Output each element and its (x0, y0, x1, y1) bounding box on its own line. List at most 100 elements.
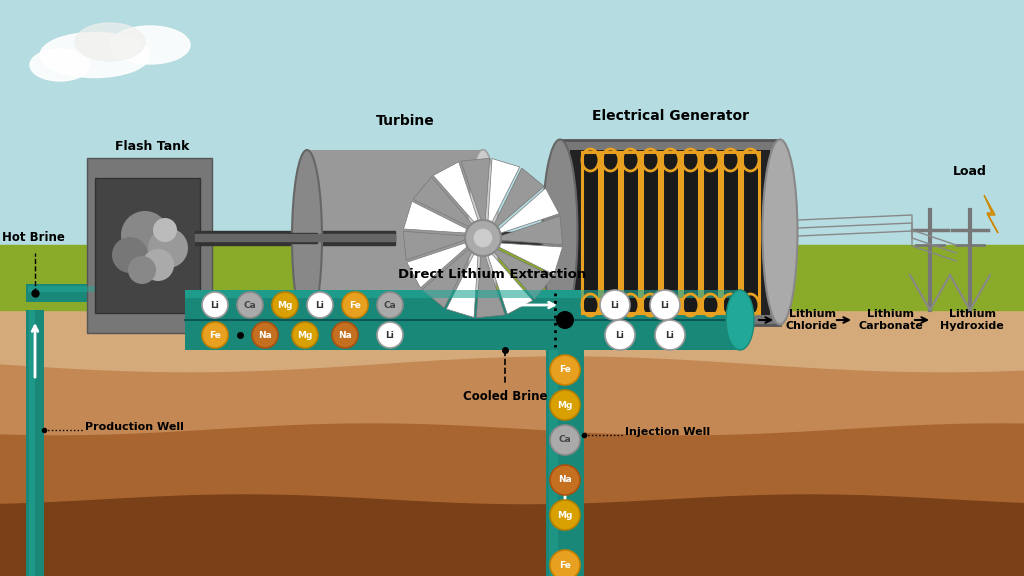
Bar (498, 235, 558, 241)
Text: Electrical Generator: Electrical Generator (592, 109, 749, 123)
Ellipse shape (726, 290, 754, 350)
Circle shape (655, 320, 685, 350)
Text: Turbine: Turbine (376, 114, 434, 128)
Circle shape (237, 292, 263, 318)
Bar (560, 140, 780, 325)
Polygon shape (494, 242, 562, 275)
Text: Injection Well: Injection Well (625, 427, 710, 437)
Text: Direct Lithium Extraction: Direct Lithium Extraction (398, 268, 586, 281)
Bar (95, 178, 200, 313)
Circle shape (252, 322, 278, 348)
Circle shape (550, 465, 580, 495)
Polygon shape (446, 248, 478, 317)
Polygon shape (433, 162, 480, 227)
Text: Na: Na (338, 331, 352, 339)
Bar (267, 233, 317, 243)
Polygon shape (403, 232, 471, 260)
Ellipse shape (30, 49, 90, 81)
Text: Li: Li (610, 301, 620, 309)
Text: Load: Load (953, 165, 987, 178)
Text: Ca: Ca (244, 301, 256, 309)
Bar (546, 350, 584, 576)
Ellipse shape (110, 26, 190, 64)
Bar (26, 284, 181, 302)
Text: Li: Li (386, 331, 394, 339)
Circle shape (153, 218, 177, 242)
Ellipse shape (292, 150, 322, 326)
Circle shape (292, 322, 318, 348)
Text: Fe: Fe (349, 301, 360, 309)
Bar (602, 152, 618, 313)
Text: Lithium
Carbonate: Lithium Carbonate (859, 309, 924, 331)
Circle shape (272, 292, 298, 318)
Bar (622, 152, 639, 313)
Text: Fe: Fe (559, 366, 571, 374)
Circle shape (377, 292, 403, 318)
Bar (195, 231, 395, 245)
Bar (662, 152, 679, 313)
Text: Production Well: Production Well (85, 422, 184, 432)
Polygon shape (487, 158, 520, 228)
Text: Ca: Ca (384, 301, 396, 309)
Bar (642, 152, 659, 313)
Text: Mg: Mg (297, 331, 312, 339)
Polygon shape (492, 168, 544, 231)
Bar (742, 152, 759, 313)
Ellipse shape (468, 150, 498, 326)
Ellipse shape (40, 32, 150, 78)
Text: Fe: Fe (559, 560, 571, 570)
Text: Ca: Ca (559, 435, 571, 445)
Circle shape (650, 290, 680, 320)
Text: Li: Li (660, 301, 670, 309)
Bar (549, 350, 558, 576)
Text: Flash Tank: Flash Tank (115, 140, 189, 153)
Text: Lithium
Chloride: Lithium Chloride (786, 309, 838, 331)
Text: Mg: Mg (278, 301, 293, 309)
Text: Li: Li (211, 301, 219, 309)
Circle shape (465, 220, 501, 256)
Ellipse shape (543, 139, 578, 324)
Circle shape (128, 256, 156, 284)
Text: Cooled Brine: Cooled Brine (463, 390, 547, 403)
Circle shape (550, 500, 580, 530)
Circle shape (556, 311, 574, 329)
Polygon shape (0, 255, 500, 310)
Text: Na: Na (258, 331, 272, 339)
Circle shape (142, 249, 174, 281)
Bar (0, 245, 1024, 310)
Polygon shape (403, 201, 473, 233)
Circle shape (550, 390, 580, 420)
Circle shape (121, 211, 169, 259)
Bar (570, 150, 770, 315)
Circle shape (202, 292, 228, 318)
Circle shape (332, 322, 358, 348)
Bar (29, 310, 35, 576)
Polygon shape (422, 245, 474, 308)
Ellipse shape (468, 150, 498, 326)
Polygon shape (984, 195, 998, 233)
Text: Mg: Mg (557, 510, 572, 520)
Polygon shape (495, 216, 563, 245)
Bar (0, 310, 1024, 576)
Polygon shape (413, 177, 476, 229)
Circle shape (112, 237, 148, 273)
Circle shape (307, 292, 333, 318)
Ellipse shape (75, 23, 145, 61)
Bar (682, 152, 699, 313)
Circle shape (473, 228, 493, 248)
Bar (702, 152, 719, 313)
Polygon shape (700, 255, 1024, 310)
Bar (582, 152, 599, 313)
Circle shape (605, 320, 635, 350)
Circle shape (377, 322, 403, 348)
Text: Fe: Fe (209, 331, 221, 339)
Bar (185, 290, 740, 298)
Circle shape (550, 425, 580, 455)
Text: Li: Li (666, 331, 675, 339)
Bar (87, 158, 212, 333)
Text: Lithium
Hydroxide: Lithium Hydroxide (940, 309, 1004, 331)
Bar (28, 286, 179, 292)
Circle shape (148, 228, 188, 268)
Polygon shape (476, 250, 505, 318)
Text: Hot Brine: Hot Brine (2, 231, 65, 244)
